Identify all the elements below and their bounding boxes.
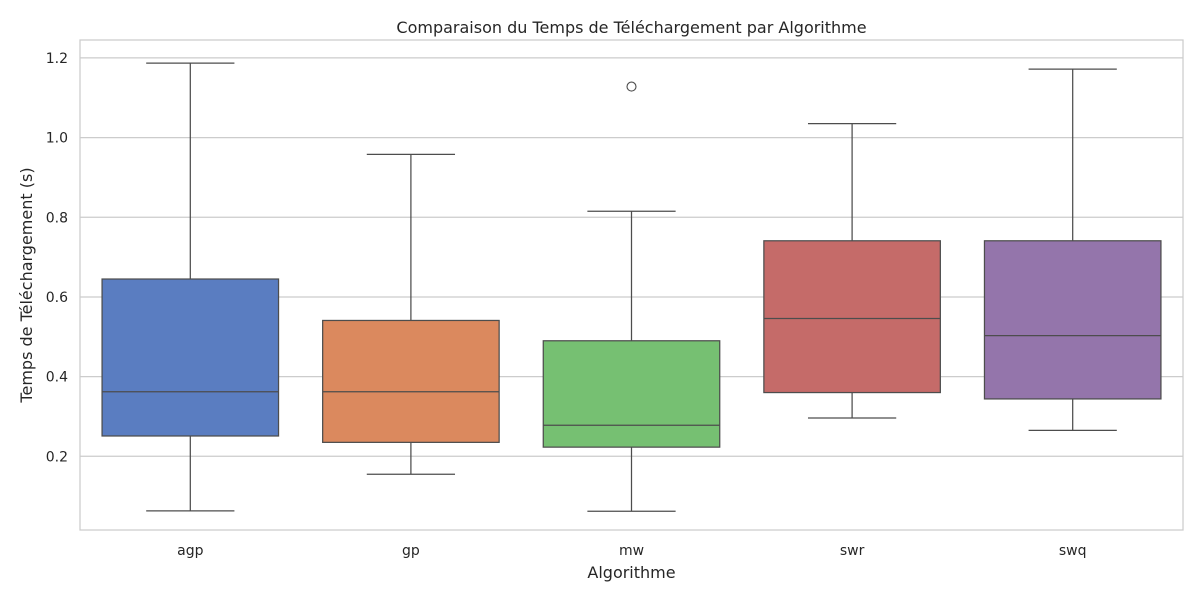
x-tick-label: swr: [840, 543, 865, 559]
x-axis-label: Algorithme: [587, 563, 675, 582]
x-tick-label: swq: [1059, 543, 1087, 559]
chart-title: Comparaison du Temps de Téléchargement p…: [396, 18, 866, 37]
y-tick-label: 0.8: [46, 210, 68, 226]
y-tick-labels: 0.2 0.4 0.6 0.8 1.0 1.2: [46, 51, 68, 465]
x-tick-label: gp: [402, 543, 420, 559]
box-group-agp: [101, 62, 280, 512]
box-group-swq: [983, 68, 1162, 432]
x-tick-label: agp: [177, 543, 203, 559]
box-iqr: [983, 240, 1162, 400]
y-tick-label: 0.2: [46, 449, 68, 465]
box-iqr: [763, 240, 941, 394]
box-iqr: [101, 278, 280, 437]
box-group-swr: [763, 123, 941, 419]
box-iqr: [322, 319, 500, 443]
y-tick-label: 1.0: [46, 131, 68, 147]
x-tick-label: mw: [619, 543, 644, 559]
y-axis-label: Temps de Téléchargement (s): [17, 167, 36, 403]
plot-frame: [79, 39, 1184, 531]
box-group-gp: [322, 153, 500, 475]
boxes-layer: [101, 62, 1162, 512]
box-iqr: [542, 340, 721, 448]
y-tick-label: 1.2: [46, 51, 68, 67]
y-tick-label: 0.4: [46, 370, 68, 386]
box-group-mw: [542, 81, 721, 512]
y-tick-label: 0.6: [46, 290, 68, 306]
x-tick-labels: agp gp mw swr swq: [177, 543, 1086, 559]
outlier-point: [626, 81, 637, 92]
